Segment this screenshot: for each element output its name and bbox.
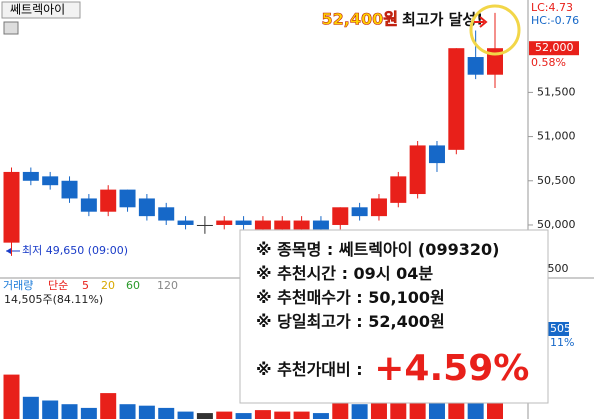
candle-body (61, 180, 78, 199)
grid-icon[interactable] (3, 21, 19, 35)
compare-value: +4.59% (374, 348, 529, 389)
candle-body (293, 220, 310, 230)
info-label: ※ 당일최고가 : (256, 312, 368, 331)
ma-period: 60 (126, 279, 140, 292)
candle-body (138, 198, 155, 217)
info-item: ※ 추천매수가 : 50,100원 (256, 288, 445, 307)
info-value: 쎄트렉아이 (099320) (339, 240, 500, 259)
volume-summary: 14,505주(84.11%) (4, 293, 103, 306)
volume-right-pct: 11% (550, 336, 574, 349)
compare-label: ※ 추천가대비 : (256, 360, 368, 379)
candle-body (216, 220, 233, 225)
volume-title: 거래량 (3, 279, 33, 292)
info-item: ※ 당일최고가 : 52,400원 (256, 312, 445, 331)
hc: HC:-0.76 (531, 14, 579, 27)
volume-bar (119, 404, 136, 419)
candle-body (42, 176, 59, 186)
current-change: 0.58% (531, 56, 566, 69)
current-price-label: 52,000 (535, 41, 574, 54)
volume-bar (235, 413, 252, 419)
current-price-bg (529, 41, 579, 56)
candle-body (332, 207, 349, 225)
candle-body (351, 207, 368, 217)
volume-bar (312, 413, 329, 419)
ma-period: 5 (82, 279, 89, 292)
low-arrow-head (6, 248, 11, 254)
volume-bar (216, 411, 233, 419)
volume-bar (351, 404, 368, 419)
candle-body (312, 220, 329, 230)
candle-body (3, 171, 20, 243)
info-label: ※ 추천매수가 : (256, 288, 368, 307)
headline-price: 52,400원 (322, 10, 398, 29)
volume-bar (61, 404, 78, 419)
candle-body (158, 207, 175, 221)
volume-bar (274, 411, 291, 419)
info-label: ※ 추천시간 : (256, 264, 354, 283)
volume-bar (293, 411, 310, 419)
ma-label: 단순 (48, 279, 68, 292)
volume-bar (3, 374, 20, 419)
info-box (239, 229, 549, 404)
volume-bar (158, 407, 175, 419)
candle-body (409, 145, 426, 195)
info-value: 09시 04분 (354, 264, 434, 283)
volume-bar (100, 393, 117, 419)
candle-body (274, 220, 291, 230)
info-item: ※ 추천시간 : 09시 04분 (256, 264, 433, 283)
info-label: ※ 종목명 : (256, 240, 339, 259)
y-tick-label: 51,000 (537, 130, 576, 143)
volume-right-value: 505 (550, 322, 571, 335)
info-item: ※ 종목명 : 쎄트렉아이 (099320) (256, 240, 499, 259)
y-tick-label: 50,000 (537, 218, 576, 231)
volume-bar (22, 396, 39, 419)
volume-bar (254, 410, 271, 419)
candle-body (177, 220, 194, 225)
candle-body (119, 189, 136, 208)
candle-body (196, 224, 213, 226)
highlight-arrow (474, 16, 488, 28)
volume-bar (80, 407, 97, 419)
candle-body (448, 48, 465, 150)
lc: LC:4.73 (531, 1, 573, 14)
volume-bar (177, 411, 194, 419)
candle-body (370, 198, 387, 217)
volume-bar (42, 400, 59, 419)
stock-tab-label: 쎄트렉아이 (10, 3, 65, 17)
volume-bar (196, 413, 213, 419)
candle-body (235, 220, 252, 225)
info-value: 52,400원 (368, 312, 444, 331)
candle-body (428, 145, 445, 164)
compare-item: ※ 추천가대비 : +4.59% (256, 348, 529, 389)
candle-body (80, 198, 97, 212)
highlight-circle (469, 4, 521, 56)
y-tick-label: 50,500 (537, 174, 576, 187)
y-tick-label: 51,500 (537, 85, 576, 98)
info-value: 50,100원 (368, 288, 444, 307)
headline-text: 최고가 달성! (402, 11, 483, 29)
ma-period: 120 (157, 279, 178, 292)
ma-period: 20 (101, 279, 115, 292)
stock-tab[interactable] (1, 1, 81, 19)
candle-body (100, 189, 117, 212)
candle-body (22, 171, 39, 181)
candle-body (467, 57, 484, 75)
low-note: 최저 49,650 (09:00) (22, 244, 128, 257)
volume-bar (138, 405, 155, 419)
candle-body (254, 220, 271, 230)
candle-body (390, 176, 407, 203)
